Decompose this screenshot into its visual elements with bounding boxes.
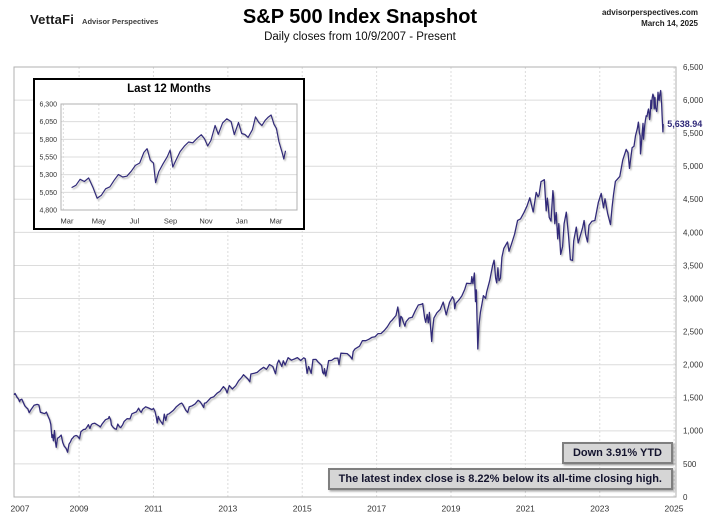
svg-text:Sep: Sep bbox=[164, 217, 177, 226]
svg-text:2021: 2021 bbox=[516, 504, 535, 514]
svg-text:Jul: Jul bbox=[130, 217, 140, 226]
svg-text:5,550: 5,550 bbox=[39, 155, 57, 162]
svg-text:5,000: 5,000 bbox=[683, 162, 704, 171]
svg-text:Nov: Nov bbox=[199, 217, 213, 226]
page-title: S&P 500 Index Snapshot bbox=[242, 6, 478, 28]
svg-text:500: 500 bbox=[683, 460, 697, 469]
svg-text:4,000: 4,000 bbox=[683, 228, 704, 237]
svg-text:Jan: Jan bbox=[236, 217, 248, 226]
svg-text:0: 0 bbox=[683, 493, 688, 502]
svg-text:6,050: 6,050 bbox=[39, 119, 57, 126]
svg-text:2015: 2015 bbox=[293, 504, 312, 514]
svg-text:6,000: 6,000 bbox=[683, 96, 704, 105]
drawdown-annotation: The latest index close is 8.22% below it… bbox=[327, 468, 673, 490]
svg-text:4,500: 4,500 bbox=[683, 195, 704, 204]
svg-text:6,500: 6,500 bbox=[683, 63, 704, 72]
svg-text:3,500: 3,500 bbox=[683, 261, 704, 270]
svg-text:2011: 2011 bbox=[144, 504, 163, 514]
svg-text:2007: 2007 bbox=[11, 504, 30, 514]
svg-text:5,300: 5,300 bbox=[39, 172, 57, 179]
svg-text:4,800: 4,800 bbox=[39, 208, 57, 215]
vettafi-logo: VettaFi bbox=[30, 12, 75, 27]
inset-chart: 4,800 5,050 5,300 5,550 5,800 6,050 6,300 Mar Ma… bbox=[39, 102, 298, 226]
inset-panel: Last 12 Months 4,800 5,050 5,300 5,550 5,800… bbox=[33, 78, 305, 230]
svg-text:1,500: 1,500 bbox=[683, 394, 704, 403]
svg-text:2009: 2009 bbox=[70, 504, 89, 514]
source-date: March 14, 2025 bbox=[641, 19, 698, 29]
page-subtitle: Daily closes from 10/9/2007 - Present bbox=[264, 31, 456, 43]
svg-text:May: May bbox=[92, 217, 106, 226]
svg-text:2013: 2013 bbox=[218, 504, 237, 514]
svg-text:1,000: 1,000 bbox=[683, 427, 704, 436]
title-block: S&P 500 Index Snapshot Daily closes from… bbox=[0, 6, 720, 43]
svg-text:2017: 2017 bbox=[367, 504, 386, 514]
svg-text:2,500: 2,500 bbox=[683, 327, 704, 336]
svg-text:6,300: 6,300 bbox=[39, 102, 57, 109]
svg-text:3,000: 3,000 bbox=[683, 294, 704, 303]
svg-text:Mar: Mar bbox=[61, 217, 74, 226]
inset-title: Last 12 Months bbox=[127, 83, 211, 95]
svg-text:2025: 2025 bbox=[665, 504, 684, 514]
svg-text:2,000: 2,000 bbox=[683, 361, 704, 370]
svg-text:2023: 2023 bbox=[590, 504, 609, 514]
brand-subtitle: Advisor Perspectives bbox=[82, 17, 159, 26]
svg-text:5,500: 5,500 bbox=[683, 129, 704, 138]
brand: VettaFi Advisor Perspectives bbox=[30, 11, 158, 29]
ytd-annotation: Down 3.91% YTD bbox=[561, 442, 673, 464]
svg-text:5,050: 5,050 bbox=[39, 190, 57, 197]
source-site: advisorperspectives.com bbox=[601, 8, 698, 17]
source-block: advisorperspectives.com March 14, 2025 bbox=[602, 7, 698, 29]
latest-close-label: 5,638.94 bbox=[667, 119, 702, 129]
svg-text:5,800: 5,800 bbox=[39, 137, 57, 144]
svg-text:Mar: Mar bbox=[269, 217, 282, 226]
svg-text:2019: 2019 bbox=[442, 504, 461, 514]
